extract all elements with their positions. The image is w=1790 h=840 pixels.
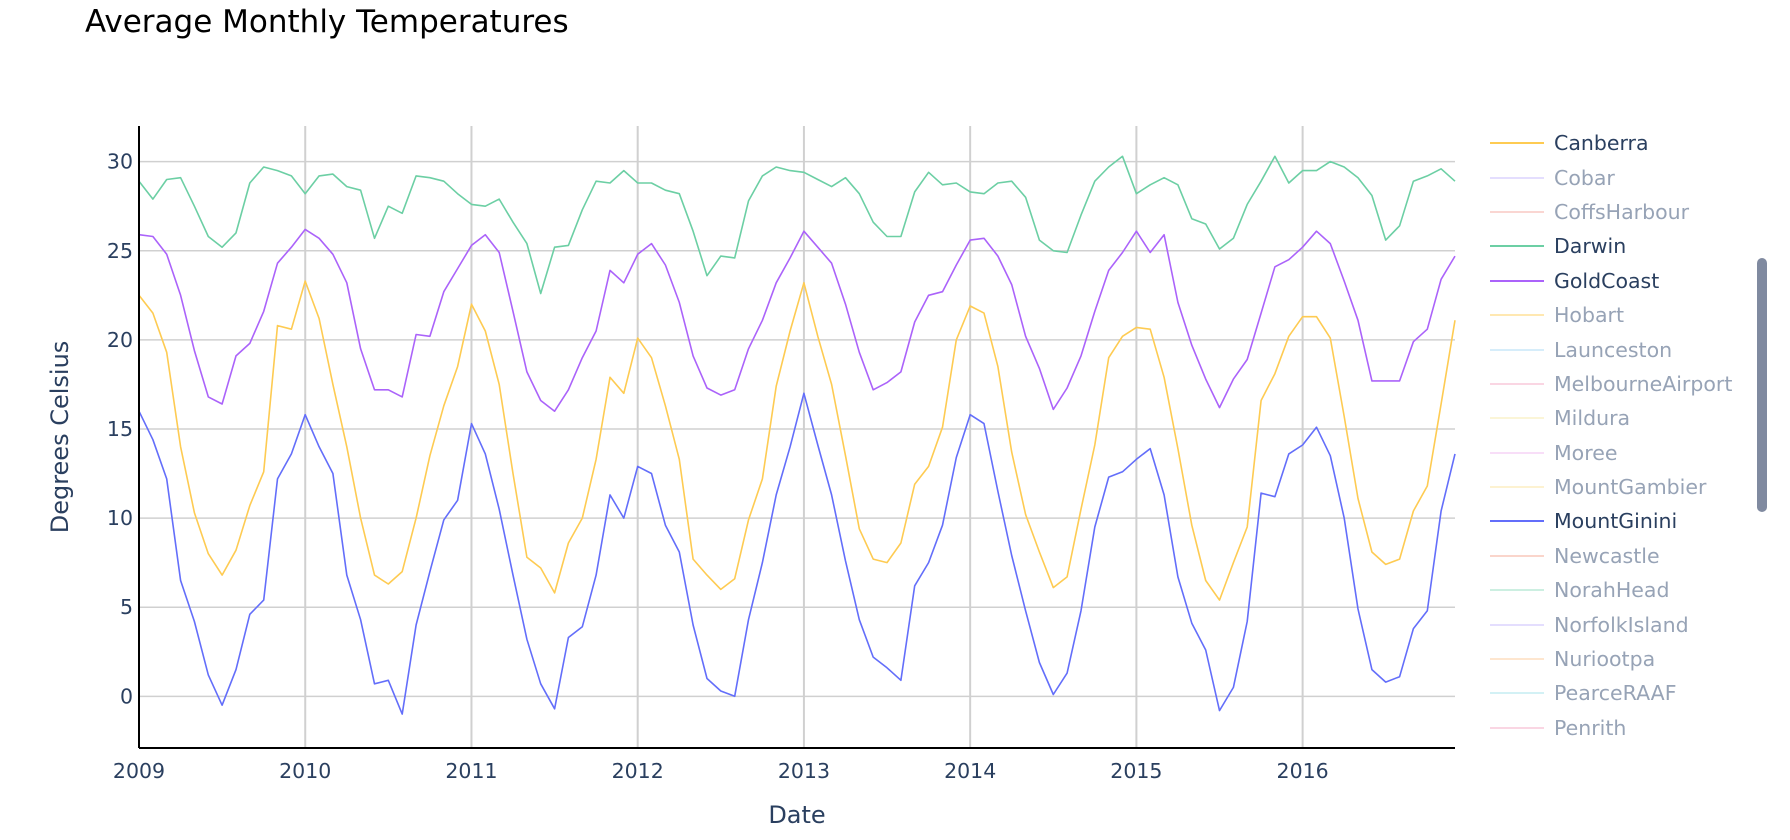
y-tick-label: 10 xyxy=(107,506,133,530)
series-line-darwin[interactable] xyxy=(138,155,1456,295)
legend-label: MountGinini xyxy=(1554,509,1678,534)
x-tick-label: 2009 xyxy=(113,759,165,783)
legend-item-moree[interactable]: Moree xyxy=(1490,436,1770,470)
chart-title: Average Monthly Temperatures xyxy=(85,4,569,40)
y-tick-label: 30 xyxy=(107,150,133,174)
legend-item-mountgambier[interactable]: MountGambier xyxy=(1490,470,1770,504)
legend-item-newcastle[interactable]: Newcastle xyxy=(1490,539,1770,573)
vertical-gridlines xyxy=(304,126,1304,748)
x-tick-labels: 2009 2010 2011 2012 2013 2014 2015 2016 xyxy=(113,759,1329,783)
y-tick-label: 25 xyxy=(107,239,133,263)
legend-swatch xyxy=(1490,623,1544,626)
legend-swatch xyxy=(1490,658,1544,661)
legend-scrollbar[interactable] xyxy=(1757,258,1767,512)
x-tick-label: 2013 xyxy=(778,759,830,783)
x-tick-label: 2012 xyxy=(612,759,664,783)
legend-label: NorfolkIsland xyxy=(1554,612,1689,637)
legend-swatch xyxy=(1490,279,1544,282)
legend-item-coffsharbour[interactable]: CoffsHarbour xyxy=(1490,195,1770,229)
legend: Canberra Cobar CoffsHarbour Darwin GoldCoast… xyxy=(1490,126,1770,745)
legend-swatch xyxy=(1490,726,1544,729)
legend-item-goldcoast[interactable]: GoldCoast xyxy=(1490,264,1770,298)
legend-swatch xyxy=(1490,589,1544,592)
legend-label: MountGambier xyxy=(1554,475,1707,500)
series-line-mountginini[interactable] xyxy=(138,392,1456,715)
legend-label: NorahHead xyxy=(1554,578,1670,603)
horizontal-gridlines xyxy=(139,160,1455,698)
legend-swatch xyxy=(1490,451,1544,454)
legend-item-launceston[interactable]: Launceston xyxy=(1490,332,1770,366)
legend-item-hobart[interactable]: Hobart xyxy=(1490,298,1770,332)
series-lines xyxy=(138,155,1456,715)
legend-item-norfolkisland[interactable]: NorfolkIsland xyxy=(1490,607,1770,641)
legend-item-darwin[interactable]: Darwin xyxy=(1490,229,1770,263)
legend-swatch xyxy=(1490,142,1544,145)
legend-label: Newcastle xyxy=(1554,543,1660,568)
legend-swatch xyxy=(1490,382,1544,385)
legend-swatch xyxy=(1490,417,1544,420)
legend-swatch xyxy=(1490,210,1544,213)
legend-item-mountginini[interactable]: MountGinini xyxy=(1490,504,1770,538)
legend-swatch xyxy=(1490,348,1544,351)
legend-item-cobar[interactable]: Cobar xyxy=(1490,160,1770,194)
legend-item-mildura[interactable]: Mildura xyxy=(1490,401,1770,435)
x-tick-label: 2015 xyxy=(1110,759,1162,783)
x-tick-label: 2016 xyxy=(1277,759,1329,783)
y-tick-label: 15 xyxy=(107,417,133,441)
x-tick-label: 2010 xyxy=(279,759,331,783)
legend-label: CoffsHarbour xyxy=(1554,199,1690,224)
legend-label: GoldCoast xyxy=(1554,268,1660,293)
legend-label: Penrith xyxy=(1554,715,1627,740)
y-tick-label: 20 xyxy=(107,328,133,352)
legend-label: Mildura xyxy=(1554,406,1631,431)
legend-label: Nuriootpa xyxy=(1554,647,1656,672)
legend-swatch xyxy=(1490,692,1544,695)
legend-item-nuriootpa[interactable]: Nuriootpa xyxy=(1490,642,1770,676)
legend-swatch xyxy=(1490,176,1544,179)
legend-swatch xyxy=(1490,245,1544,248)
legend-item-canberra[interactable]: Canberra xyxy=(1490,126,1770,160)
legend-label: Canberra xyxy=(1554,131,1649,156)
legend-swatch xyxy=(1490,314,1544,317)
x-axis-title: Date xyxy=(768,801,825,829)
legend-swatch xyxy=(1490,520,1544,523)
legend-item-pearceraaf[interactable]: PearceRAAF xyxy=(1490,676,1770,710)
legend-item-penrith[interactable]: Penrith xyxy=(1490,711,1770,745)
x-tick-label: 2014 xyxy=(944,759,996,783)
y-axis-title: Degrees Celsius xyxy=(46,341,74,534)
legend-item-melbourneairport[interactable]: MelbourneAirport xyxy=(1490,367,1770,401)
legend-label: Launceston xyxy=(1554,337,1673,362)
series-line-canberra[interactable] xyxy=(138,280,1456,601)
legend-item-norahhead[interactable]: NorahHead xyxy=(1490,573,1770,607)
legend-label: Moree xyxy=(1554,440,1618,465)
legend-label: MelbourneAirport xyxy=(1554,371,1733,396)
y-tick-label: 5 xyxy=(120,595,133,619)
legend-swatch xyxy=(1490,486,1544,489)
y-tick-label: 0 xyxy=(120,684,133,708)
legend-label: Hobart xyxy=(1554,303,1624,328)
legend-label: Darwin xyxy=(1554,234,1627,259)
legend-label: PearceRAAF xyxy=(1554,681,1677,706)
legend-label: Cobar xyxy=(1554,165,1615,190)
legend-swatch xyxy=(1490,554,1544,557)
x-tick-label: 2011 xyxy=(445,759,497,783)
y-tick-labels: 0 5 10 15 20 25 30 xyxy=(107,150,133,709)
series-line-goldcoast[interactable] xyxy=(138,228,1456,413)
